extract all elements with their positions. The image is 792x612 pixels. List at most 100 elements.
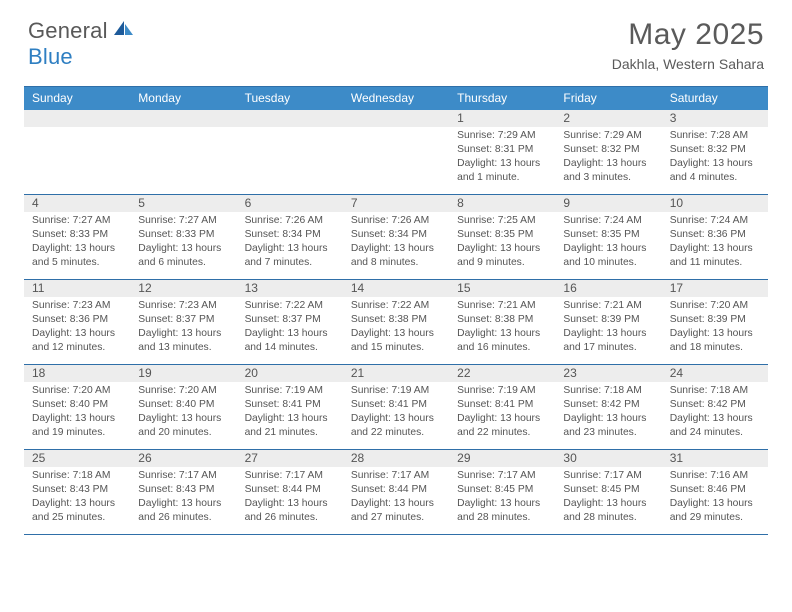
- month-title: May 2025: [612, 18, 764, 52]
- logo-text-blue-wrap: Blue: [28, 44, 73, 70]
- day-cell: 8Sunrise: 7:25 AMSunset: 8:35 PMDaylight…: [449, 195, 555, 279]
- day-cell: 11Sunrise: 7:23 AMSunset: 8:36 PMDayligh…: [24, 280, 130, 364]
- day-cell: 19Sunrise: 7:20 AMSunset: 8:40 PMDayligh…: [130, 365, 236, 449]
- sunrise-text: Sunrise: 7:19 AM: [457, 384, 549, 398]
- day-cell: 7Sunrise: 7:26 AMSunset: 8:34 PMDaylight…: [343, 195, 449, 279]
- sunrise-text: Sunrise: 7:18 AM: [32, 469, 124, 483]
- sunrise-text: Sunrise: 7:29 AM: [457, 129, 549, 143]
- day-cell: 30Sunrise: 7:17 AMSunset: 8:45 PMDayligh…: [555, 450, 661, 534]
- day-number: 14: [343, 280, 449, 297]
- day-header-sunday: Sunday: [24, 87, 130, 110]
- sunset-text: Sunset: 8:44 PM: [245, 483, 337, 497]
- sunset-text: Sunset: 8:33 PM: [138, 228, 230, 242]
- logo-sail-icon: [113, 20, 135, 43]
- sunrise-text: Sunrise: 7:22 AM: [245, 299, 337, 313]
- sunset-text: Sunset: 8:35 PM: [457, 228, 549, 242]
- day-details: Sunrise: 7:17 AMSunset: 8:45 PMDaylight:…: [449, 467, 555, 525]
- day-number: 1: [449, 110, 555, 127]
- day-number: 11: [24, 280, 130, 297]
- daylight-text: Daylight: 13 hours and 22 minutes.: [351, 412, 443, 440]
- day-cell: 29Sunrise: 7:17 AMSunset: 8:45 PMDayligh…: [449, 450, 555, 534]
- daylight-text: Daylight: 13 hours and 7 minutes.: [245, 242, 337, 270]
- day-details: Sunrise: 7:22 AMSunset: 8:38 PMDaylight:…: [343, 297, 449, 355]
- sunrise-text: Sunrise: 7:17 AM: [245, 469, 337, 483]
- sunrise-text: Sunrise: 7:25 AM: [457, 214, 549, 228]
- sunrise-text: Sunrise: 7:24 AM: [563, 214, 655, 228]
- day-cell: 20Sunrise: 7:19 AMSunset: 8:41 PMDayligh…: [237, 365, 343, 449]
- day-number: 22: [449, 365, 555, 382]
- sunrise-text: Sunrise: 7:21 AM: [457, 299, 549, 313]
- sunset-text: Sunset: 8:37 PM: [138, 313, 230, 327]
- day-number: 29: [449, 450, 555, 467]
- day-number: [343, 110, 449, 127]
- daylight-text: Daylight: 13 hours and 26 minutes.: [245, 497, 337, 525]
- day-details: Sunrise: 7:26 AMSunset: 8:34 PMDaylight:…: [343, 212, 449, 270]
- day-details: Sunrise: 7:16 AMSunset: 8:46 PMDaylight:…: [662, 467, 768, 525]
- day-number: 24: [662, 365, 768, 382]
- daylight-text: Daylight: 13 hours and 28 minutes.: [563, 497, 655, 525]
- day-details: Sunrise: 7:26 AMSunset: 8:34 PMDaylight:…: [237, 212, 343, 270]
- day-number: 25: [24, 450, 130, 467]
- daylight-text: Daylight: 13 hours and 24 minutes.: [670, 412, 762, 440]
- day-cell: 25Sunrise: 7:18 AMSunset: 8:43 PMDayligh…: [24, 450, 130, 534]
- sunset-text: Sunset: 8:41 PM: [245, 398, 337, 412]
- day-number: 28: [343, 450, 449, 467]
- sunrise-text: Sunrise: 7:23 AM: [138, 299, 230, 313]
- day-cell: 6Sunrise: 7:26 AMSunset: 8:34 PMDaylight…: [237, 195, 343, 279]
- day-details: Sunrise: 7:22 AMSunset: 8:37 PMDaylight:…: [237, 297, 343, 355]
- day-details: Sunrise: 7:19 AMSunset: 8:41 PMDaylight:…: [343, 382, 449, 440]
- sunrise-text: Sunrise: 7:24 AM: [670, 214, 762, 228]
- day-cell: 2Sunrise: 7:29 AMSunset: 8:32 PMDaylight…: [555, 110, 661, 194]
- sunset-text: Sunset: 8:40 PM: [138, 398, 230, 412]
- day-details: Sunrise: 7:27 AMSunset: 8:33 PMDaylight:…: [24, 212, 130, 270]
- day-number: 23: [555, 365, 661, 382]
- day-number: 17: [662, 280, 768, 297]
- day-number: 15: [449, 280, 555, 297]
- title-block: May 2025 Dakhla, Western Sahara: [612, 18, 764, 72]
- daylight-text: Daylight: 13 hours and 28 minutes.: [457, 497, 549, 525]
- day-cell: 4Sunrise: 7:27 AMSunset: 8:33 PMDaylight…: [24, 195, 130, 279]
- day-details: Sunrise: 7:29 AMSunset: 8:31 PMDaylight:…: [449, 127, 555, 185]
- sunset-text: Sunset: 8:32 PM: [670, 143, 762, 157]
- sunrise-text: Sunrise: 7:22 AM: [351, 299, 443, 313]
- day-cell: 5Sunrise: 7:27 AMSunset: 8:33 PMDaylight…: [130, 195, 236, 279]
- day-header-friday: Friday: [555, 87, 661, 110]
- daylight-text: Daylight: 13 hours and 22 minutes.: [457, 412, 549, 440]
- day-header-monday: Monday: [130, 87, 236, 110]
- day-cell: [343, 110, 449, 194]
- day-details: Sunrise: 7:20 AMSunset: 8:39 PMDaylight:…: [662, 297, 768, 355]
- day-cell: 9Sunrise: 7:24 AMSunset: 8:35 PMDaylight…: [555, 195, 661, 279]
- day-number: 26: [130, 450, 236, 467]
- day-number: 8: [449, 195, 555, 212]
- day-cell: 1Sunrise: 7:29 AMSunset: 8:31 PMDaylight…: [449, 110, 555, 194]
- day-details: Sunrise: 7:17 AMSunset: 8:43 PMDaylight:…: [130, 467, 236, 525]
- location-subtitle: Dakhla, Western Sahara: [612, 56, 764, 72]
- sunset-text: Sunset: 8:46 PM: [670, 483, 762, 497]
- daylight-text: Daylight: 13 hours and 4 minutes.: [670, 157, 762, 185]
- day-number: 7: [343, 195, 449, 212]
- day-header-saturday: Saturday: [662, 87, 768, 110]
- sunset-text: Sunset: 8:33 PM: [32, 228, 124, 242]
- day-cell: 14Sunrise: 7:22 AMSunset: 8:38 PMDayligh…: [343, 280, 449, 364]
- day-number: 10: [662, 195, 768, 212]
- daylight-text: Daylight: 13 hours and 26 minutes.: [138, 497, 230, 525]
- sunrise-text: Sunrise: 7:17 AM: [351, 469, 443, 483]
- sunset-text: Sunset: 8:43 PM: [32, 483, 124, 497]
- sunset-text: Sunset: 8:43 PM: [138, 483, 230, 497]
- sunrise-text: Sunrise: 7:18 AM: [563, 384, 655, 398]
- sunset-text: Sunset: 8:36 PM: [32, 313, 124, 327]
- day-details: Sunrise: 7:18 AMSunset: 8:42 PMDaylight:…: [662, 382, 768, 440]
- day-cell: 31Sunrise: 7:16 AMSunset: 8:46 PMDayligh…: [662, 450, 768, 534]
- sunrise-text: Sunrise: 7:20 AM: [670, 299, 762, 313]
- sunset-text: Sunset: 8:34 PM: [351, 228, 443, 242]
- sunrise-text: Sunrise: 7:17 AM: [563, 469, 655, 483]
- sunrise-text: Sunrise: 7:27 AM: [138, 214, 230, 228]
- day-cell: [24, 110, 130, 194]
- day-cell: 27Sunrise: 7:17 AMSunset: 8:44 PMDayligh…: [237, 450, 343, 534]
- day-number: 16: [555, 280, 661, 297]
- logo: General: [28, 18, 137, 44]
- day-number: 5: [130, 195, 236, 212]
- sunrise-text: Sunrise: 7:26 AM: [351, 214, 443, 228]
- day-cell: 10Sunrise: 7:24 AMSunset: 8:36 PMDayligh…: [662, 195, 768, 279]
- week-row: 4Sunrise: 7:27 AMSunset: 8:33 PMDaylight…: [24, 195, 768, 280]
